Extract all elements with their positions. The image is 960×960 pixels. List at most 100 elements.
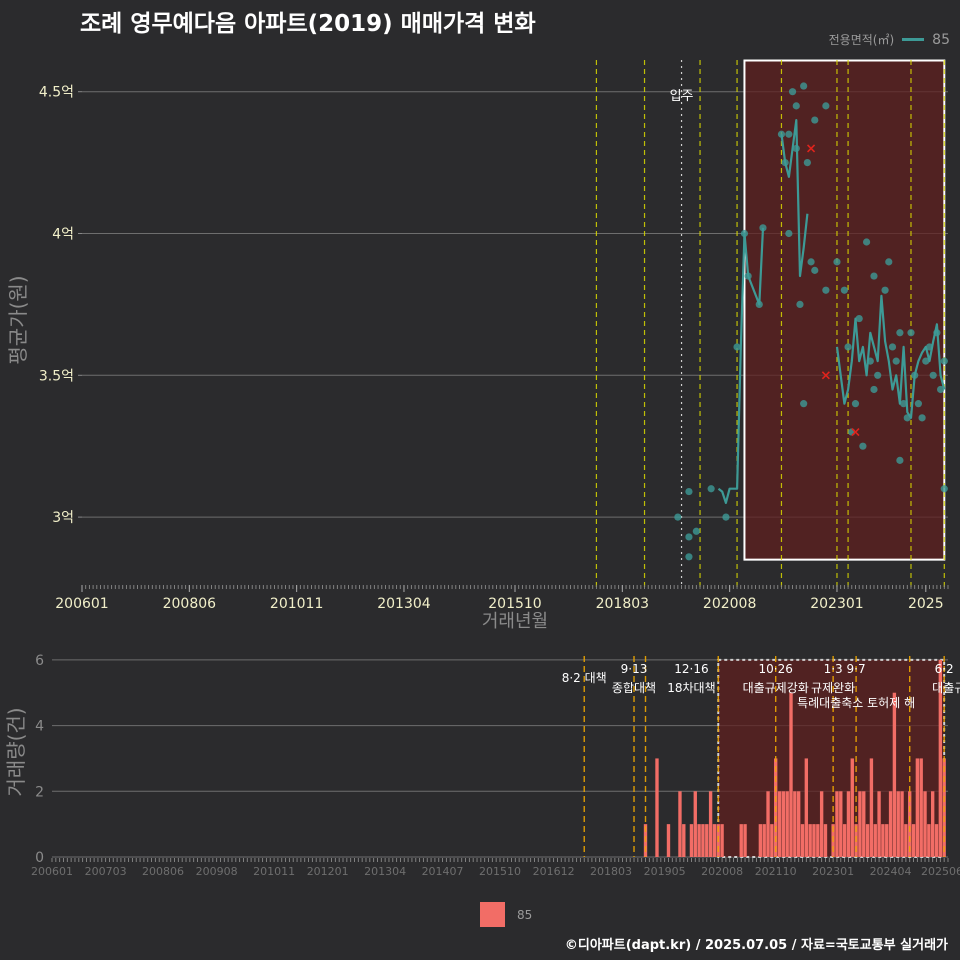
policy-text-label: 규제완화: [811, 681, 855, 695]
price-x-tick-label: 200806: [163, 596, 217, 612]
price-point: [822, 286, 830, 294]
price-point: [833, 258, 841, 266]
volume-bar: [862, 791, 866, 857]
price-point: [862, 238, 871, 246]
volume-y-tick-label: 2: [35, 784, 44, 800]
price-series-line: [780, 118, 809, 278]
legend-line-swatch: [902, 38, 925, 41]
volume-x-tick-label: 200703: [85, 865, 127, 878]
price-point: [918, 414, 926, 422]
price-point: [914, 400, 922, 408]
volume-bar: [796, 791, 801, 857]
footer-credit: ©디아파트(dapt.kr) / 2025.07.05 / 자료=국토교통부 실…: [564, 938, 948, 953]
price-point: [870, 272, 878, 280]
volume-bar: [873, 824, 877, 857]
volume-bar: [881, 824, 885, 857]
movein-label: 입주: [670, 89, 694, 104]
policy-date-label: 6·2: [935, 662, 954, 676]
legend-label: 전용면적(㎡): [828, 33, 895, 47]
price-y-tick-label: 4.5억: [39, 85, 74, 101]
policy-text-label: 특례대출축소 토허제 해: [797, 696, 915, 710]
policy-date-label: 1·3: [824, 662, 843, 676]
policy-annotation: 6·2 대출규: [932, 662, 960, 695]
volume-x-tick-label: 202008: [701, 865, 743, 878]
volume-bar: [816, 824, 820, 857]
volume-bar: [892, 692, 897, 857]
volume-bar: [789, 692, 793, 857]
price-point: [807, 258, 815, 266]
volume-x-tick-label: 202301: [812, 865, 854, 878]
price-series-line: [717, 227, 765, 504]
policy-date-label: 9·13: [621, 662, 648, 676]
price-point: [685, 533, 693, 541]
price-point: [855, 314, 863, 323]
price-x-axis-label: 거래년월: [482, 611, 548, 632]
price-point: [870, 385, 878, 394]
volume-x-tick-label: 202506: [921, 865, 960, 878]
volume-bar: [666, 824, 671, 857]
price-point: [792, 102, 800, 110]
policy-text-label: 대출규: [932, 681, 960, 695]
bar-legend-value: 85: [517, 907, 533, 922]
volume-bar: [762, 824, 766, 857]
policy-text-label: 종합대책: [612, 680, 656, 695]
price-point: [785, 130, 793, 138]
volume-bar: [908, 791, 912, 857]
cancelled-marker: [821, 371, 830, 380]
volume-bar: [793, 791, 797, 857]
cancelled-marker-stroke: [821, 371, 830, 380]
price-point: [940, 357, 948, 365]
volume-bar: [911, 824, 916, 857]
volume-bar: [739, 824, 743, 857]
volume-bar: [758, 824, 763, 857]
policy-date-label: 9·7: [847, 662, 866, 676]
price-y-tick-label: 3.5억: [39, 368, 74, 384]
price-point: [733, 343, 741, 351]
volume-bar: [777, 791, 782, 857]
volume-bar: [819, 791, 824, 857]
price-point: [707, 485, 715, 493]
volume-y-axis-label: 거래량(건): [4, 707, 28, 796]
volume-bar: [705, 824, 709, 857]
policy-text-label: 18차대책: [667, 680, 715, 695]
price-point: [929, 371, 937, 379]
volume-y-tick-label: 0: [35, 850, 44, 866]
price-point: [888, 343, 897, 351]
cancelled-marker-stroke: [807, 144, 816, 153]
volume-y-tick-label: 4: [35, 719, 44, 735]
volume-y-tick-label: 6: [35, 653, 44, 669]
volume-x-tick-label: 200908: [196, 865, 238, 878]
volume-bar: [885, 824, 889, 857]
volume-bar: [839, 791, 843, 857]
price-point: [822, 102, 830, 110]
volume-bar: [896, 791, 900, 857]
volume-bar: [743, 824, 747, 857]
price-point: [851, 400, 860, 408]
chart-title: 조례 영무예다음 아파트(2019) 매매가격 변화: [80, 11, 536, 37]
price-point: [800, 400, 808, 408]
volume-bar: [938, 659, 943, 857]
price-point: [907, 329, 915, 337]
price-point: [811, 116, 819, 124]
bar-legend: 85: [480, 902, 532, 927]
price-point: [896, 456, 904, 464]
volume-x-tick-label: 201612: [533, 865, 575, 878]
price-point: [936, 385, 945, 394]
volume-bar: [766, 791, 770, 857]
volume-x-tick-label: 202404: [870, 865, 912, 878]
volume-bar: [800, 824, 805, 857]
volume-x-tick-label: 201011: [253, 865, 295, 878]
volume-x-tick-label: 201510: [479, 865, 521, 878]
volume-x-tick-label: 201905: [644, 865, 686, 878]
price-point: [722, 513, 730, 521]
price-point: [899, 400, 908, 408]
price-point: [811, 266, 819, 274]
volume-bar: [655, 758, 659, 857]
price-x-tick-label: 201510: [488, 596, 541, 612]
volume-bar: [682, 824, 686, 857]
volume-bar: [812, 824, 816, 857]
volume-x-tick-label: 200806: [142, 865, 184, 878]
policy-text-label: 8·2 대책: [562, 670, 607, 685]
price-point: [844, 343, 852, 351]
